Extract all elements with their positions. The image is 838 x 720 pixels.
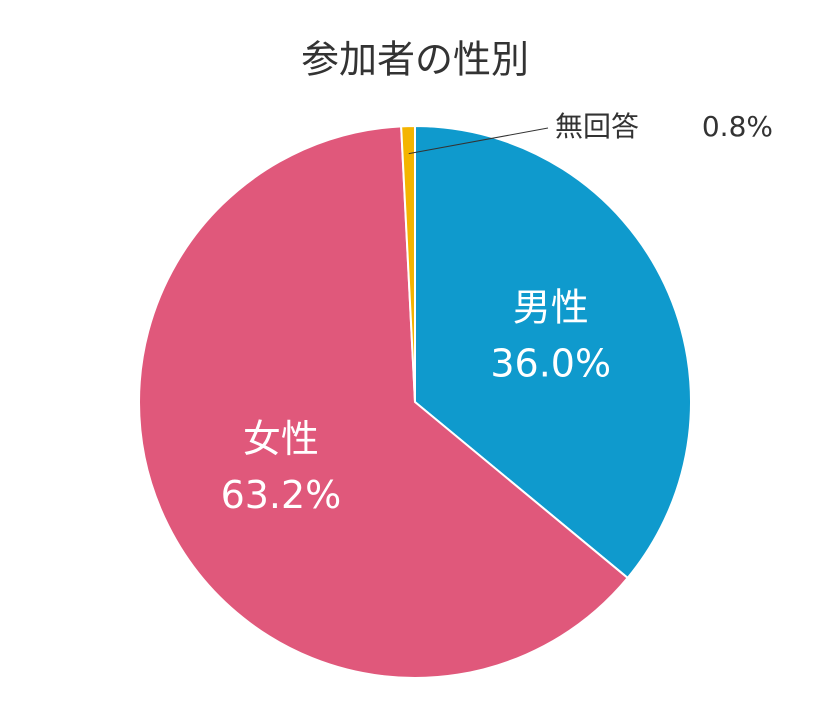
slice-category-label: 女性	[243, 417, 319, 461]
slice-category-label: 男性	[513, 286, 589, 330]
slice-value-label: 0.8%	[702, 110, 773, 143]
pie-slice	[400, 124, 416, 403]
pie-slice	[138, 125, 630, 679]
slice-value-label: 36.0%	[490, 342, 611, 386]
pie-slice	[414, 124, 692, 580]
leader-line	[408, 127, 549, 155]
chart-title: 参加者の性別	[301, 38, 529, 82]
slice-category-label: 無回答	[555, 110, 639, 143]
slice-value-label: 63.2%	[221, 473, 342, 517]
